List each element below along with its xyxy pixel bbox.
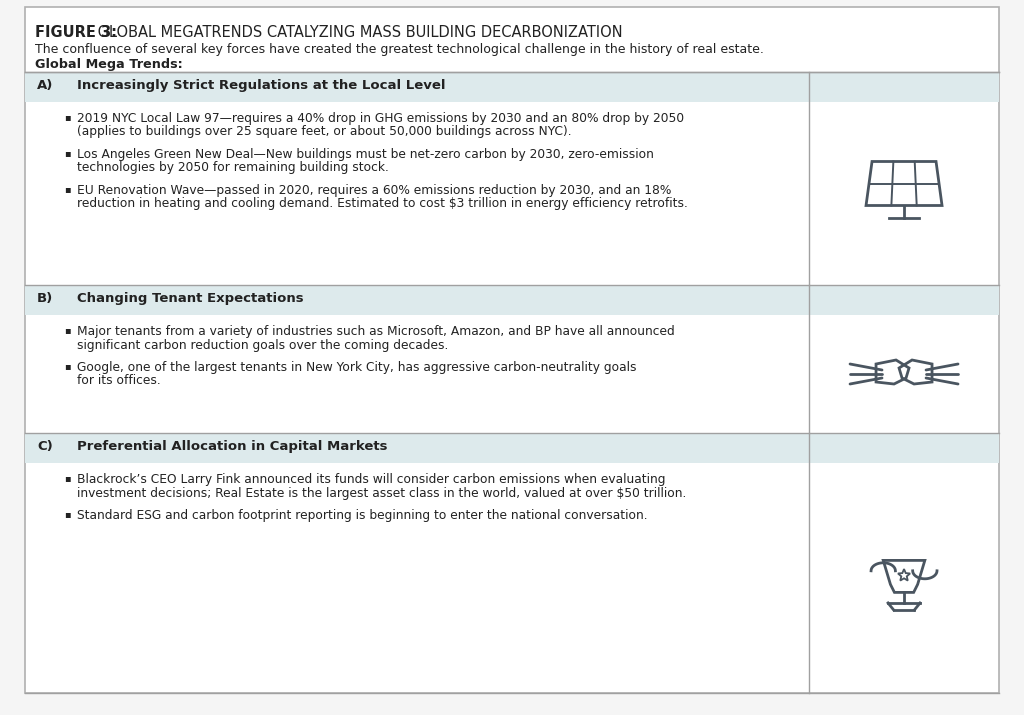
Text: Standard ESG and carbon footprint reporting is beginning to enter the national c: Standard ESG and carbon footprint report… [77,509,647,522]
Text: Changing Tenant Expectations: Changing Tenant Expectations [77,292,304,305]
FancyBboxPatch shape [25,433,999,463]
Text: GLOBAL MEGATRENDS CATALYZING MASS BUILDING DECARBONIZATION: GLOBAL MEGATRENDS CATALYZING MASS BUILDI… [93,25,623,40]
Text: B): B) [37,292,53,305]
Text: ▪: ▪ [63,325,71,335]
Text: ▪: ▪ [63,112,71,122]
Text: ▪: ▪ [63,509,71,519]
Text: A): A) [37,79,53,92]
FancyBboxPatch shape [25,7,999,693]
Text: Google, one of the largest tenants in New York City, has aggressive carbon-neutr: Google, one of the largest tenants in Ne… [77,361,637,374]
Text: 2019 NYC Local Law 97—requires a 40% drop in GHG emissions by 2030 and an 80% dr: 2019 NYC Local Law 97—requires a 40% dro… [77,112,684,125]
Text: (applies to buildings over 25 square feet, or about 50,000 buildings across NYC): (applies to buildings over 25 square fee… [77,126,571,139]
Text: Los Angeles Green New Deal—New buildings must be net-zero carbon by 2030, zero-e: Los Angeles Green New Deal—New buildings… [77,148,654,161]
Text: C): C) [37,440,53,453]
Text: Increasingly Strict Regulations at the Local Level: Increasingly Strict Regulations at the L… [77,79,445,92]
Text: reduction in heating and cooling demand. Estimated to cost $3 trillion in energy: reduction in heating and cooling demand.… [77,197,688,210]
Text: Major tenants from a variety of industries such as Microsoft, Amazon, and BP hav: Major tenants from a variety of industri… [77,325,675,338]
Text: EU Renovation Wave—passed in 2020, requires a 60% emissions reduction by 2030, a: EU Renovation Wave—passed in 2020, requi… [77,184,672,197]
Text: FIGURE 3:: FIGURE 3: [35,25,117,40]
Text: Global Mega Trends:: Global Mega Trends: [35,58,182,71]
Text: investment decisions; Real Estate is the largest asset class in the world, value: investment decisions; Real Estate is the… [77,486,686,500]
Text: significant carbon reduction goals over the coming decades.: significant carbon reduction goals over … [77,338,449,352]
Text: The confluence of several key forces have created the greatest technological cha: The confluence of several key forces hav… [35,43,764,56]
FancyBboxPatch shape [25,285,999,315]
Text: ▪: ▪ [63,473,71,483]
Text: ▪: ▪ [63,148,71,158]
Text: technologies by 2050 for remaining building stock.: technologies by 2050 for remaining build… [77,162,389,174]
FancyBboxPatch shape [25,72,999,102]
Text: ▪: ▪ [63,184,71,194]
Text: Blackrock’s CEO Larry Fink announced its funds will consider carbon emissions wh: Blackrock’s CEO Larry Fink announced its… [77,473,666,486]
Text: ▪: ▪ [63,361,71,371]
Text: Preferential Allocation in Capital Markets: Preferential Allocation in Capital Marke… [77,440,387,453]
Text: for its offices.: for its offices. [77,375,161,388]
